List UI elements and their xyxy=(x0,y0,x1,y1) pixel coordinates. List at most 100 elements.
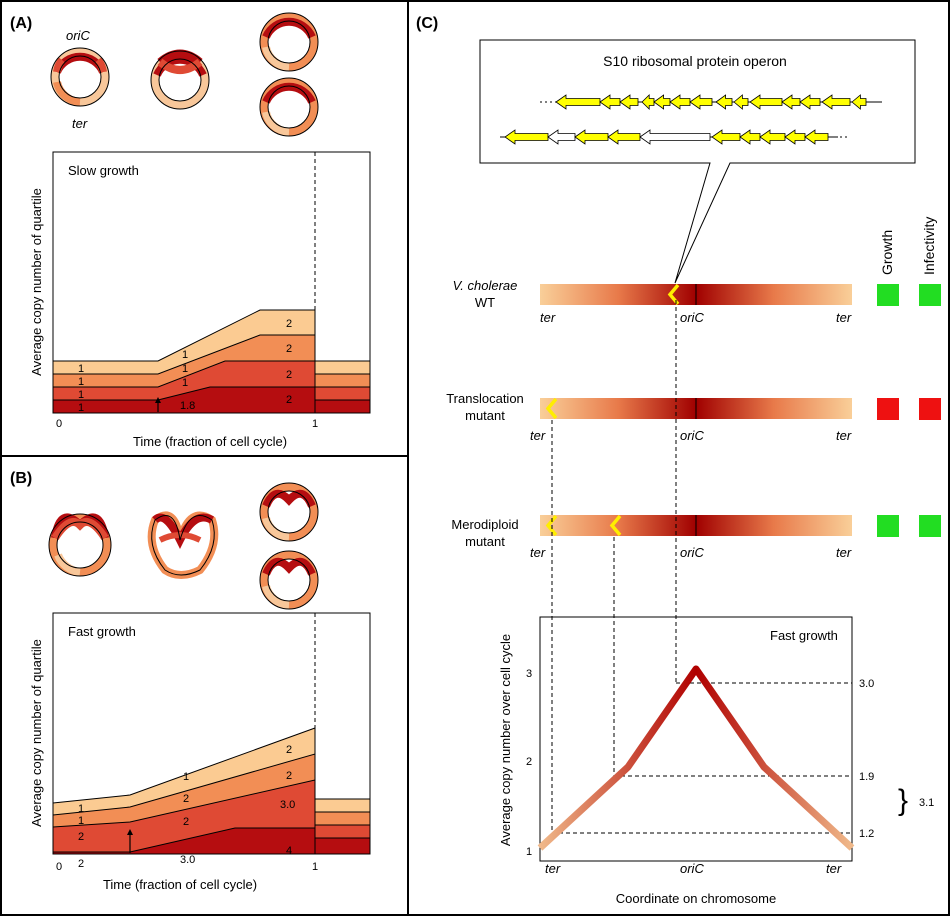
a-left-q2: 1 xyxy=(78,376,84,388)
b-xlabel: Time (fraction of cell cycle) xyxy=(103,877,257,892)
a-xtick-1: 1 xyxy=(312,418,318,430)
circle-b-4 xyxy=(259,550,319,610)
b-right-q3: 3.0 xyxy=(280,799,295,811)
operon-marker-translocation xyxy=(545,397,558,420)
a-xlabel: Time (fraction of cell cycle) xyxy=(133,434,287,449)
initiation-arrowhead-a xyxy=(155,397,161,403)
operon-marker-merodiploid-mid xyxy=(609,514,622,537)
growth-column-header: Growth xyxy=(879,230,895,275)
a-xtick-0: 0 xyxy=(56,418,62,430)
a-left-q1: 1 xyxy=(78,363,84,375)
operon-title: S10 ribosomal protein operon xyxy=(603,53,787,69)
b-right-q4: 4 xyxy=(286,845,292,857)
gene-arrow-top xyxy=(851,94,867,110)
slow-chart-label: Slow growth xyxy=(68,163,139,178)
gene-arrow-top xyxy=(619,94,639,110)
guide-value-2: 1.9 xyxy=(859,771,874,783)
growth-indicator-wt xyxy=(877,284,899,306)
post-div-q3-a xyxy=(314,386,371,401)
strain-translocation-sub: mutant xyxy=(465,408,505,423)
fast-chart-label-b: Fast growth xyxy=(68,624,136,639)
operon-callout: S10 ribosomal protein operon xyxy=(479,39,916,284)
infectivity-indicator-translocation xyxy=(919,398,941,420)
tl-ter-right: ter xyxy=(836,428,852,443)
initiation-arrowhead-b xyxy=(127,829,133,835)
strain-wt: V. cholerae WT ter oriC ter xyxy=(453,278,941,325)
circle-daughter-top xyxy=(259,12,319,72)
b-mid-q1: 1 xyxy=(183,771,189,783)
xtick-ter-left: ter xyxy=(545,861,561,876)
a-right-q3: 2 xyxy=(286,369,292,381)
circle-b-2 xyxy=(147,511,219,579)
copy-number-curve xyxy=(537,665,855,851)
md-oric: oriC xyxy=(680,545,704,560)
strain-translocation-name: Translocation xyxy=(446,391,524,406)
callout-box xyxy=(479,39,916,284)
circle-b-3 xyxy=(259,482,319,542)
post-div-q2-a xyxy=(314,373,371,388)
fast-growth-chart-b: Fast growth 1 1 2 2 1 2 2 3.0 2 2 3.0 4 … xyxy=(29,612,371,892)
b-ylabel: Average copy number of quartile xyxy=(29,639,44,827)
copy-number-plot: Fast growth 3 2 1 3.0 1.9 1.2 } 3.1 ter … xyxy=(498,616,934,906)
b-left-q3: 2 xyxy=(78,831,84,843)
strain-merodiploid: Merodiploid mutant ter oriC ter xyxy=(451,514,941,560)
post-div-q1-b xyxy=(314,798,371,813)
genes-row-bottom xyxy=(504,129,829,145)
a-right-q4: 2 xyxy=(286,394,292,406)
growth-indicator-merodiploid xyxy=(877,515,899,537)
chromosome-circles-b xyxy=(48,482,319,610)
oric-label: oriC xyxy=(66,28,90,43)
b-mid-q3: 2 xyxy=(183,816,189,828)
xtick-oric: oriC xyxy=(680,861,704,876)
panel-b-label: (B) xyxy=(10,470,32,487)
b-right-q2: 2 xyxy=(286,770,292,782)
panel-a: (A) oriC ter xyxy=(10,12,371,449)
panel-c-label: (C) xyxy=(416,15,438,32)
ytick-2: 2 xyxy=(526,756,532,768)
post-div-q4-a xyxy=(314,399,371,414)
panel-c: (C) S10 ribosomal protein operon Growth … xyxy=(416,15,941,906)
operon-marker-wt xyxy=(667,283,680,306)
gene-arrow-top xyxy=(821,94,851,110)
gene-arrow-top xyxy=(733,94,749,110)
wt-ter-right: ter xyxy=(836,310,852,325)
operon-marker-merodiploid-ter xyxy=(545,514,558,537)
a-left-q3: 1 xyxy=(78,389,84,401)
a-mid-q4: 1.8 xyxy=(180,400,195,412)
circle-replicating xyxy=(150,49,210,110)
panel-b: (B) xyxy=(10,470,371,892)
md-ter-right: ter xyxy=(836,545,852,560)
post-div-q3-b xyxy=(314,824,371,839)
circle-b-1 xyxy=(48,513,112,577)
xtick-ter-right: ter xyxy=(826,861,842,876)
gene-arrow-bottom xyxy=(639,129,711,145)
strain-merodiploid-sub: mutant xyxy=(465,534,505,549)
gene-arrow-bottom xyxy=(804,129,829,145)
wt-ter-left: ter xyxy=(540,310,556,325)
post-div-q1-a xyxy=(314,360,371,375)
gene-arrow-top xyxy=(799,94,821,110)
guide-value-1: 1.2 xyxy=(859,828,874,840)
growth-indicator-translocation xyxy=(877,398,899,420)
ratio-brace: } xyxy=(898,784,908,817)
ytick-1: 1 xyxy=(526,846,532,858)
genes-row-top xyxy=(555,94,867,110)
infectivity-column-header: Infectivity xyxy=(921,217,937,275)
a-right-q1: 2 xyxy=(286,318,292,330)
b-mid-q2: 2 xyxy=(183,793,189,805)
b-xtick-1: 1 xyxy=(312,861,318,873)
plot-xlabel: Coordinate on chromosome xyxy=(616,891,776,906)
plot-ylabel: Average copy number over cell cycle xyxy=(498,634,513,846)
circle-daughter-bottom xyxy=(259,77,319,137)
tl-ter-left: ter xyxy=(530,428,546,443)
tl-oric: oriC xyxy=(680,428,704,443)
b-mid-q4: 3.0 xyxy=(180,854,195,866)
gene-arrow-top xyxy=(689,94,713,110)
a-right-q2: 2 xyxy=(286,343,292,355)
infectivity-indicator-merodiploid xyxy=(919,515,941,537)
b-left-q1: 1 xyxy=(78,803,84,815)
slow-growth-chart: Slow growth 1 1 1 1 1 1 1 1.8 2 2 2 2 0 xyxy=(29,151,371,449)
strain-translocation: Translocation mutant ter oriC ter xyxy=(446,391,941,443)
